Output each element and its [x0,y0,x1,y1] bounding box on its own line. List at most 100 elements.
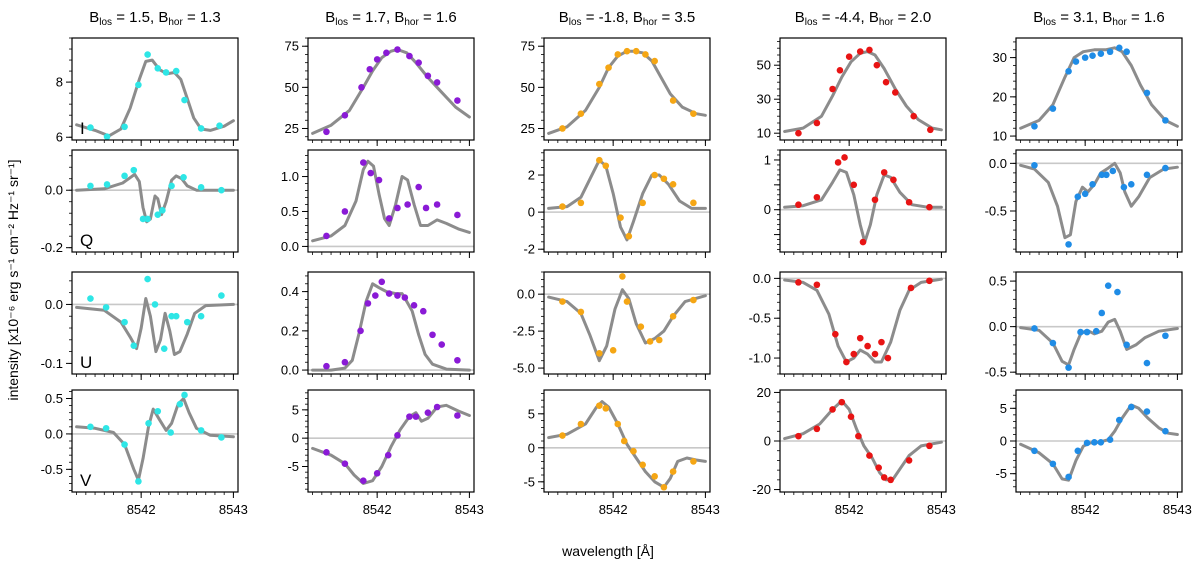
panel-u-4: -1.0 -0.5 0.0 [749,271,947,380]
data-point [1098,171,1106,179]
y-tick-label: -1.0 [749,351,771,366]
y-tick-label: 50 [521,80,535,95]
y-tick-label: 0.0 [989,156,1007,171]
data-point [866,46,873,54]
data-point [890,176,897,184]
data-point [121,172,128,180]
data-point [433,403,441,411]
data-point [1162,427,1169,435]
data-point [639,461,646,469]
data-point [829,85,836,93]
data-point [406,52,413,60]
panel-q-1: -0.2 0.0 Q [41,149,239,258]
y-tick-label: 8 [56,75,63,90]
panel-frame [307,271,475,375]
data-point [372,292,379,299]
data-point [103,181,111,188]
data-point [559,203,566,210]
data-point [1103,171,1110,179]
fit-line [547,158,707,242]
data-point [424,72,432,80]
panel-frame [779,149,947,253]
panel-frame [71,149,239,253]
data-point [323,128,330,136]
y-tick-label: 0.5 [45,391,63,406]
data-point [1091,439,1098,446]
data-point [181,96,188,104]
data-point [878,338,885,346]
data-point [905,457,913,464]
data-point [690,296,697,304]
y-tick-label: 0.4 [281,284,299,299]
data-point [1072,58,1080,65]
fit-line [547,400,707,489]
data-point [121,123,128,131]
data-point [172,312,180,320]
data-point [1065,68,1072,75]
panel-v-3: -5 0 5 8542 8543 [523,389,720,517]
stokes-label: V [80,471,92,490]
y-tick-label: 0 [528,205,535,220]
panel-i-5: 10 20 30 [993,37,1183,146]
data-point [180,173,187,181]
data-point [454,356,461,364]
data-point [843,358,850,366]
fit-line [783,50,943,133]
data-point [1089,52,1096,59]
panel-u-5: -0.5 0.0 0.5 [985,271,1183,380]
y-tick-label: 5 [528,406,535,421]
data-point [415,183,422,191]
fit-line [75,297,235,356]
data-point [360,477,367,484]
data-point [871,196,879,204]
data-point [218,186,225,194]
data-point [375,176,383,184]
data-point [378,278,386,286]
data-point [1106,436,1114,443]
y-tick-label: 10 [757,126,771,141]
data-point [1115,416,1123,424]
fit-line [311,403,471,485]
data-point [1031,325,1038,332]
data-point [850,350,858,358]
data-point [866,452,873,459]
data-point [394,432,401,439]
data-point [834,159,842,166]
stokes-label: U [80,353,92,372]
data-point [617,214,624,221]
data-point [341,208,349,215]
data-point [394,204,401,212]
data-point [360,159,367,166]
x-tick-label: 8543 [927,502,956,517]
column-5: Blos = 3.1, Bhor = 1.6 10 20 30 -0.5 0.0 -0.5 0… [985,9,1192,517]
data-point [454,211,461,219]
y-tick-label: 20 [993,89,1007,104]
data-point [385,290,393,297]
data-point [609,347,617,354]
data-point [884,354,892,362]
y-tick-label: 0.0 [281,363,299,378]
data-point [623,47,631,55]
y-tick-label: 0.0 [45,297,63,312]
data-point [596,80,603,88]
data-point [577,308,585,316]
data-point [162,69,170,76]
y-tick-label: 0.0 [753,271,771,286]
data-point [341,460,349,467]
data-point [559,432,566,439]
panel-i-4: 10 30 50 [757,37,947,146]
data-point [102,304,110,311]
data-point [855,432,862,440]
data-point [181,391,188,399]
y-tick-label: 0.0 [281,239,299,254]
y-tick-label: -5.0 [513,361,535,376]
data-point [373,56,381,63]
data-point [145,419,152,427]
panel-frame [543,149,711,253]
data-point [880,169,888,176]
panel-u-3: -5.0 -2.5 0.0 [513,271,711,380]
data-point [926,442,933,450]
y-tick-label: -5 [523,474,535,489]
panel-i-2: 25 50 75 [285,37,475,146]
column-2: Blos = 1.7, Bhor = 1.62550750.00.51.00.0… [281,9,484,517]
